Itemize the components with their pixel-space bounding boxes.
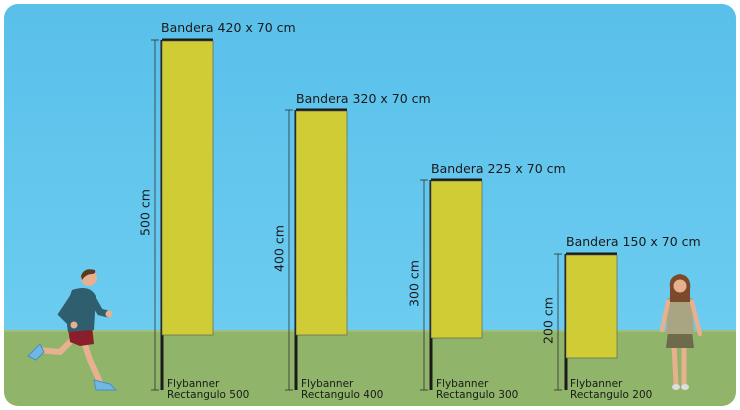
flag-400-title: Bandera 320 x 70 cm bbox=[296, 91, 431, 106]
flag-500-caption-line2: Rectangulo 500 bbox=[167, 389, 250, 401]
flag-300-caption: Flybanner Rectangulo 300 bbox=[436, 379, 518, 401]
flag-200-caption: Flybanner Rectangulo 200 bbox=[570, 379, 652, 401]
runner-figure bbox=[27, 269, 118, 391]
banner-420x70 bbox=[161, 40, 214, 336]
flag-400-caption-line1: Flybanner bbox=[301, 378, 354, 390]
flag-300-title: Bandera 225 x 70 cm bbox=[431, 161, 566, 176]
flag-500-title: Bandera 420 x 70 cm bbox=[161, 20, 296, 35]
flag-500-caption-line1: Flybanner bbox=[167, 378, 220, 390]
flag-300-height-label: 300 cm bbox=[406, 260, 422, 307]
flag-400-height-label: 400 cm bbox=[271, 225, 287, 272]
flag-200 bbox=[554, 252, 618, 391]
flag-400 bbox=[285, 108, 348, 391]
flag-400-caption: Flybanner Rectangulo 400 bbox=[301, 379, 383, 401]
flag-500-caption: Flybanner Rectangulo 500 bbox=[167, 379, 249, 401]
sky-background bbox=[4, 4, 736, 334]
flag-200-title: Bandera 150 x 70 cm bbox=[566, 234, 701, 249]
flag-200-height-label: 200 cm bbox=[540, 297, 556, 344]
flag-300-caption-line2: Rectangulo 300 bbox=[436, 389, 519, 401]
woman-figure bbox=[659, 274, 703, 390]
flag-400-caption-line2: Rectangulo 400 bbox=[301, 389, 384, 401]
banner-320x70 bbox=[295, 110, 348, 336]
flag-300-caption-line1: Flybanner bbox=[436, 378, 489, 390]
flag-300 bbox=[420, 178, 483, 391]
flag-200-caption-line2: Rectangulo 200 bbox=[570, 389, 653, 401]
banner-150x70 bbox=[565, 254, 618, 359]
flag-200-caption-line1: Flybanner bbox=[570, 378, 623, 390]
flag-500-height-label: 500 cm bbox=[137, 189, 153, 236]
banner-225x70 bbox=[430, 180, 483, 339]
flag-500 bbox=[151, 38, 214, 391]
